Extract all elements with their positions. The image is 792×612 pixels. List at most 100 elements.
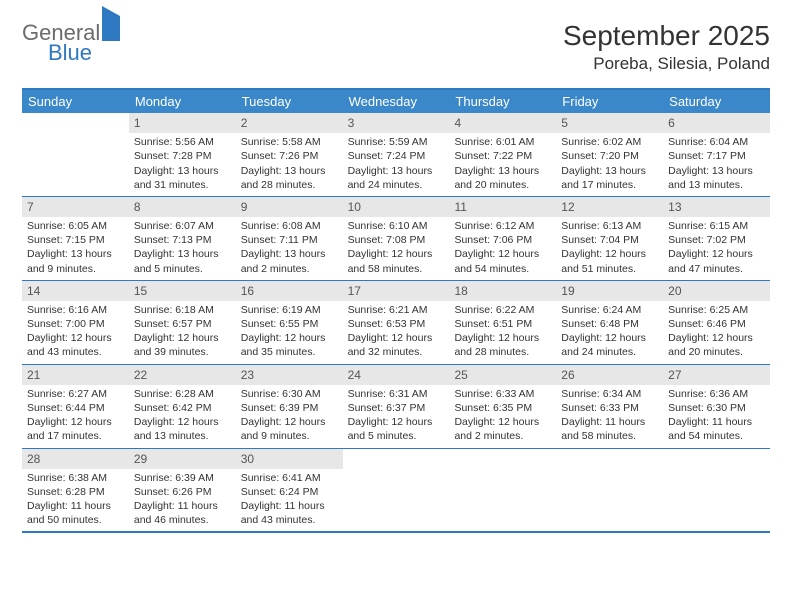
daylight-line: Daylight: 11 hours and 46 minutes.	[134, 499, 231, 527]
calendar-day-cell	[449, 449, 556, 532]
sunrise-line: Sunrise: 6:13 AM	[561, 219, 658, 233]
day-number: 25	[449, 365, 556, 385]
sunset-line: Sunset: 6:57 PM	[134, 317, 231, 331]
sunset-line: Sunset: 7:26 PM	[241, 149, 338, 163]
day-body: Sunrise: 6:13 AMSunset: 7:04 PMDaylight:…	[556, 219, 663, 276]
day-body: Sunrise: 6:22 AMSunset: 6:51 PMDaylight:…	[449, 303, 556, 360]
calendar-day-cell: 14Sunrise: 6:16 AMSunset: 7:00 PMDayligh…	[22, 281, 129, 364]
daylight-line: Daylight: 13 hours and 9 minutes.	[27, 247, 124, 275]
calendar-day-cell: 6Sunrise: 6:04 AMSunset: 7:17 PMDaylight…	[663, 113, 770, 196]
day-body: Sunrise: 6:16 AMSunset: 7:00 PMDaylight:…	[22, 303, 129, 360]
sunset-line: Sunset: 7:08 PM	[348, 233, 445, 247]
sunset-line: Sunset: 6:33 PM	[561, 401, 658, 415]
daylight-line: Daylight: 12 hours and 58 minutes.	[348, 247, 445, 275]
day-number: 29	[129, 449, 236, 469]
sunrise-line: Sunrise: 6:25 AM	[668, 303, 765, 317]
day-body: Sunrise: 6:38 AMSunset: 6:28 PMDaylight:…	[22, 471, 129, 528]
daylight-line: Daylight: 12 hours and 17 minutes.	[27, 415, 124, 443]
day-number: 6	[663, 113, 770, 133]
calendar-week-row: 28Sunrise: 6:38 AMSunset: 6:28 PMDayligh…	[22, 448, 770, 532]
day-number: 4	[449, 113, 556, 133]
sunset-line: Sunset: 7:13 PM	[134, 233, 231, 247]
day-number: 7	[22, 197, 129, 217]
day-body: Sunrise: 6:15 AMSunset: 7:02 PMDaylight:…	[663, 219, 770, 276]
sunset-line: Sunset: 7:22 PM	[454, 149, 551, 163]
title-block: September 2025 Poreba, Silesia, Poland	[563, 20, 770, 74]
day-body: Sunrise: 6:36 AMSunset: 6:30 PMDaylight:…	[663, 387, 770, 444]
calendar-day-cell: 25Sunrise: 6:33 AMSunset: 6:35 PMDayligh…	[449, 365, 556, 448]
calendar-header-cell: Saturday	[663, 90, 770, 113]
daylight-line: Daylight: 12 hours and 13 minutes.	[134, 415, 231, 443]
sunrise-line: Sunrise: 6:31 AM	[348, 387, 445, 401]
sunrise-line: Sunrise: 6:16 AM	[27, 303, 124, 317]
calendar-week-row: 7Sunrise: 6:05 AMSunset: 7:15 PMDaylight…	[22, 196, 770, 280]
daylight-line: Daylight: 12 hours and 28 minutes.	[454, 331, 551, 359]
sunrise-line: Sunrise: 6:18 AM	[134, 303, 231, 317]
calendar-day-cell	[22, 113, 129, 196]
day-number: 3	[343, 113, 450, 133]
day-number: 13	[663, 197, 770, 217]
sunset-line: Sunset: 6:39 PM	[241, 401, 338, 415]
day-number: 24	[343, 365, 450, 385]
sunrise-line: Sunrise: 6:38 AM	[27, 471, 124, 485]
sunset-line: Sunset: 6:44 PM	[27, 401, 124, 415]
daylight-line: Daylight: 12 hours and 39 minutes.	[134, 331, 231, 359]
calendar-day-cell: 12Sunrise: 6:13 AMSunset: 7:04 PMDayligh…	[556, 197, 663, 280]
sunrise-line: Sunrise: 6:02 AM	[561, 135, 658, 149]
sunset-line: Sunset: 7:20 PM	[561, 149, 658, 163]
calendar-day-cell: 27Sunrise: 6:36 AMSunset: 6:30 PMDayligh…	[663, 365, 770, 448]
daylight-line: Daylight: 13 hours and 20 minutes.	[454, 164, 551, 192]
sunrise-line: Sunrise: 6:28 AM	[134, 387, 231, 401]
day-body: Sunrise: 6:25 AMSunset: 6:46 PMDaylight:…	[663, 303, 770, 360]
calendar-day-cell: 4 Sunrise: 6:01 AMSunset: 7:22 PMDaylight…	[449, 113, 556, 196]
calendar-day-cell: 22Sunrise: 6:28 AMSunset: 6:42 PMDayligh…	[129, 365, 236, 448]
calendar-day-cell: 13Sunrise: 6:15 AMSunset: 7:02 PMDayligh…	[663, 197, 770, 280]
day-body: Sunrise: 6:07 AMSunset: 7:13 PMDaylight:…	[129, 219, 236, 276]
day-body: Sunrise: 6:24 AMSunset: 6:48 PMDaylight:…	[556, 303, 663, 360]
daylight-line: Daylight: 13 hours and 28 minutes.	[241, 164, 338, 192]
calendar-day-cell: 15Sunrise: 6:18 AMSunset: 6:57 PMDayligh…	[129, 281, 236, 364]
calendar-day-cell: 2Sunrise: 5:58 AMSunset: 7:26 PMDaylight…	[236, 113, 343, 196]
calendar-day-cell: 21Sunrise: 6:27 AMSunset: 6:44 PMDayligh…	[22, 365, 129, 448]
daylight-line: Daylight: 12 hours and 35 minutes.	[241, 331, 338, 359]
sunset-line: Sunset: 7:06 PM	[454, 233, 551, 247]
calendar-day-cell: 17Sunrise: 6:21 AMSunset: 6:53 PMDayligh…	[343, 281, 450, 364]
sunset-line: Sunset: 6:24 PM	[241, 485, 338, 499]
logo-inner: GeneralBlue	[22, 20, 120, 72]
calendar-day-cell: 9Sunrise: 6:08 AMSunset: 7:11 PMDaylight…	[236, 197, 343, 280]
day-body: Sunrise: 6:33 AMSunset: 6:35 PMDaylight:…	[449, 387, 556, 444]
calendar-day-cell: 24Sunrise: 6:31 AMSunset: 6:37 PMDayligh…	[343, 365, 450, 448]
day-body: Sunrise: 6:05 AMSunset: 7:15 PMDaylight:…	[22, 219, 129, 276]
day-number: 19	[556, 281, 663, 301]
sunset-line: Sunset: 6:30 PM	[668, 401, 765, 415]
day-number: 14	[22, 281, 129, 301]
logo-text-blue: Blue	[48, 40, 92, 65]
day-number: 22	[129, 365, 236, 385]
day-body: Sunrise: 6:28 AMSunset: 6:42 PMDaylight:…	[129, 387, 236, 444]
day-body: Sunrise: 6:08 AMSunset: 7:11 PMDaylight:…	[236, 219, 343, 276]
sunrise-line: Sunrise: 6:39 AM	[134, 471, 231, 485]
calendar-header-cell: Tuesday	[236, 90, 343, 113]
day-number: 23	[236, 365, 343, 385]
sunrise-line: Sunrise: 5:59 AM	[348, 135, 445, 149]
daylight-line: Daylight: 13 hours and 24 minutes.	[348, 164, 445, 192]
daylight-line: Daylight: 12 hours and 24 minutes.	[561, 331, 658, 359]
calendar-day-cell: 10Sunrise: 6:10 AMSunset: 7:08 PMDayligh…	[343, 197, 450, 280]
day-body: Sunrise: 6:34 AMSunset: 6:33 PMDaylight:…	[556, 387, 663, 444]
sunset-line: Sunset: 7:17 PM	[668, 149, 765, 163]
calendar-day-cell: 28Sunrise: 6:38 AMSunset: 6:28 PMDayligh…	[22, 449, 129, 532]
sunrise-line: Sunrise: 6:10 AM	[348, 219, 445, 233]
sunrise-line: Sunrise: 6:04 AM	[668, 135, 765, 149]
calendar-day-cell: 1Sunrise: 5:56 AMSunset: 7:28 PMDaylight…	[129, 113, 236, 196]
day-number: 9	[236, 197, 343, 217]
header: GeneralBlue September 2025 Poreba, Siles…	[22, 20, 770, 74]
page-subtitle: Poreba, Silesia, Poland	[563, 54, 770, 74]
day-number: 28	[22, 449, 129, 469]
calendar-header-cell: Sunday	[22, 90, 129, 113]
sunrise-line: Sunrise: 6:01 AM	[454, 135, 551, 149]
sunset-line: Sunset: 7:00 PM	[27, 317, 124, 331]
sunrise-line: Sunrise: 6:24 AM	[561, 303, 658, 317]
sunrise-line: Sunrise: 6:33 AM	[454, 387, 551, 401]
day-number: 12	[556, 197, 663, 217]
sunset-line: Sunset: 7:11 PM	[241, 233, 338, 247]
